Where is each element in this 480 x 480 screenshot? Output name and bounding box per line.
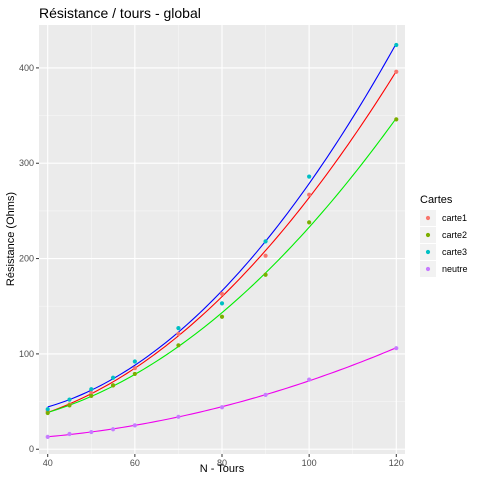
data-point-carte2 — [67, 403, 72, 408]
legend: Cartes carte1 carte2 carte3 neutre — [420, 194, 468, 277]
data-point-carte3 — [45, 407, 50, 412]
y-axis-title: Résistance (Ohms) — [5, 192, 17, 286]
data-point-carte3 — [110, 375, 116, 380]
data-point-carte3 — [176, 326, 181, 331]
data-point-carte3 — [307, 174, 312, 179]
y-tick-label: 400 — [19, 63, 34, 73]
legend-marker-carte3 — [425, 249, 431, 255]
data-points — [45, 42, 399, 439]
legend-label-carte2: carte2 — [442, 230, 467, 240]
data-point-carte1 — [394, 69, 399, 74]
legend-title: Cartes — [420, 194, 453, 206]
data-point-neutre — [110, 427, 116, 432]
y-tick-label: 300 — [19, 158, 34, 168]
data-point-carte2 — [176, 343, 181, 348]
x-tick-label: 80 — [217, 458, 227, 468]
chart-title: Résistance / tours - global — [39, 5, 201, 21]
legend-label-neutre: neutre — [442, 264, 468, 274]
x-tick-label: 100 — [302, 458, 317, 468]
data-point-carte3 — [67, 397, 72, 402]
legend-label-carte3: carte3 — [442, 247, 467, 257]
legend-label-carte1: carte1 — [442, 213, 467, 223]
data-point-neutre — [176, 414, 181, 419]
data-point-carte2 — [307, 220, 312, 225]
x-tick-label: 120 — [389, 458, 404, 468]
data-point-neutre — [89, 429, 94, 435]
y-axis: 0 100 200 300 400 — [19, 63, 39, 454]
y-tick-label: 200 — [19, 254, 34, 264]
data-point-carte1 — [176, 331, 181, 336]
data-point-carte2 — [132, 371, 137, 377]
fit-line-carte1 — [47, 70, 397, 413]
x-axis: 40 60 80 100 120 — [43, 454, 404, 468]
x-tick-label: 40 — [43, 458, 53, 468]
data-point-carte3 — [263, 239, 268, 244]
data-point-neutre — [394, 346, 399, 351]
x-tick-label: 60 — [130, 458, 140, 468]
data-point-neutre — [219, 405, 225, 410]
legend-marker-carte2 — [425, 232, 431, 238]
fit-line-carte3 — [47, 43, 397, 408]
y-tick-label: 0 — [29, 444, 34, 454]
data-point-neutre — [307, 377, 312, 382]
data-point-carte2 — [219, 314, 225, 319]
data-point-carte1 — [132, 366, 137, 371]
data-point-neutre — [45, 434, 50, 439]
grid — [39, 25, 405, 454]
data-point-carte2 — [45, 410, 50, 416]
data-point-carte1 — [263, 253, 268, 258]
data-point-carte3 — [132, 359, 137, 364]
data-point-neutre — [67, 431, 72, 437]
data-point-carte1 — [307, 192, 312, 197]
data-point-neutre — [132, 423, 137, 428]
data-point-carte2 — [110, 383, 116, 388]
data-point-neutre — [263, 392, 268, 397]
data-point-carte3 — [89, 387, 94, 392]
data-point-carte3 — [394, 42, 399, 48]
x-axis-title: N - Tours — [200, 463, 245, 475]
data-point-carte1 — [219, 291, 225, 296]
data-point-carte2 — [394, 117, 399, 122]
data-point-carte2 — [89, 393, 94, 398]
legend-marker-neutre — [425, 266, 431, 272]
fit-line-carte2 — [47, 117, 397, 414]
data-point-carte3 — [219, 301, 225, 306]
y-tick-label: 100 — [19, 349, 34, 359]
legend-marker-carte1 — [425, 215, 431, 221]
data-point-carte2 — [263, 272, 268, 277]
